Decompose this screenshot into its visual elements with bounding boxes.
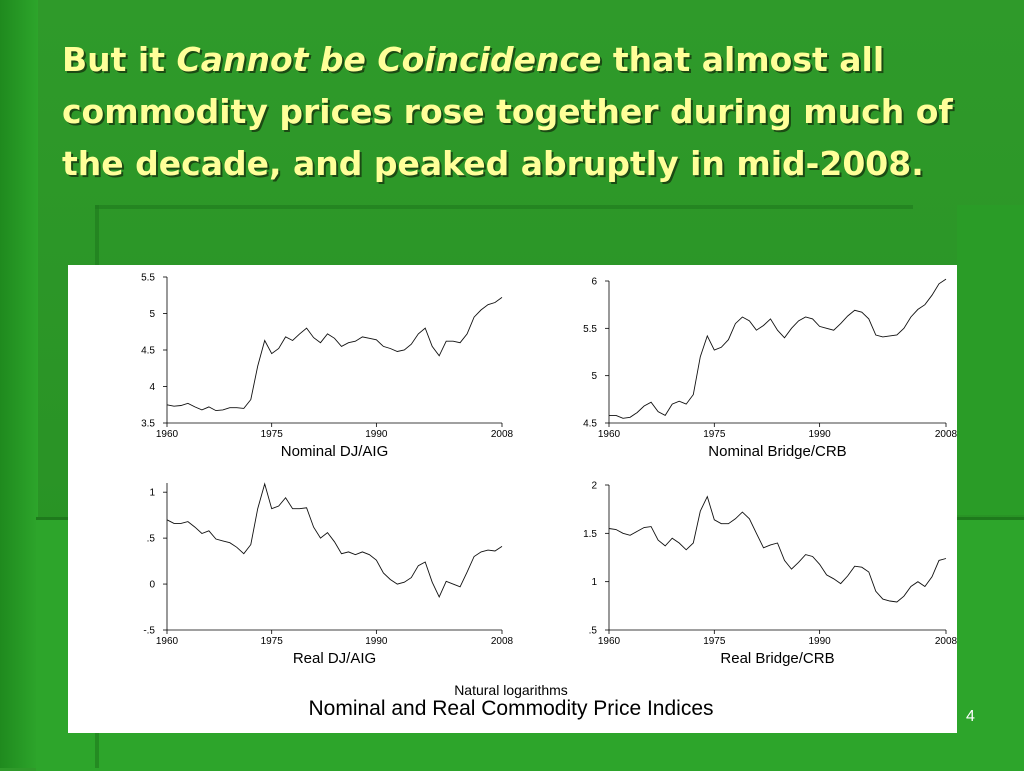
decor-horizontal-line bbox=[95, 205, 913, 209]
y-tick-label: 3.5 bbox=[141, 419, 155, 430]
title-emphasis: Cannot be Coincidence bbox=[176, 40, 602, 79]
y-tick-label: 5.5 bbox=[141, 273, 155, 284]
x-tick-label: 1960 bbox=[156, 636, 179, 647]
x-tick-label: 1975 bbox=[261, 429, 284, 440]
chart-3: -.5 0 .5 1 1960 1975 1990 2008 Real DJ/AIG bbox=[143, 482, 514, 667]
y-tick-label: 5.5 bbox=[583, 324, 597, 335]
chart-title: Nominal Bridge/CRB bbox=[708, 443, 846, 460]
title-part-1: But it bbox=[62, 40, 177, 79]
slide-title: But it Cannot be Coincidence that almost… bbox=[62, 34, 1002, 190]
y-tick-label: 0 bbox=[149, 580, 155, 591]
x-tick-label: 1990 bbox=[365, 636, 388, 647]
x-tick-label: 1975 bbox=[703, 636, 726, 647]
y-tick-label: 4.5 bbox=[141, 346, 155, 357]
y-tick-label: .5 bbox=[147, 534, 156, 545]
x-tick-label: 1960 bbox=[156, 429, 179, 440]
decor-right-block bbox=[957, 205, 1024, 515]
charts-figure: Natural logarithms Nominal and Real Comm… bbox=[141, 273, 957, 721]
y-tick-label: 1 bbox=[149, 488, 155, 499]
x-tick-label: 1990 bbox=[809, 636, 832, 647]
series-line bbox=[166, 482, 503, 598]
y-tick-label: 4 bbox=[149, 382, 155, 393]
chart-title: Nominal DJ/AIG bbox=[281, 443, 389, 460]
chart-title: Real DJ/AIG bbox=[293, 650, 376, 667]
figure-subtitle: Natural logarithms bbox=[454, 682, 568, 698]
series-line bbox=[609, 278, 947, 419]
x-tick-label: 2008 bbox=[935, 429, 957, 440]
chart-title: Real Bridge/CRB bbox=[720, 650, 834, 667]
y-tick-label: 1 bbox=[591, 577, 597, 588]
chart-4: .5 1 1.5 2 1960 1975 1990 2008 Real Bridge/CRB bbox=[583, 481, 957, 668]
y-tick-label: 2 bbox=[591, 481, 597, 492]
x-tick-label: 1975 bbox=[261, 636, 284, 647]
figure-title: Nominal and Real Commodity Price Indices bbox=[309, 697, 714, 720]
x-tick-label: 2008 bbox=[935, 636, 957, 647]
chart-2: 4.5 5 5.5 6 1960 1975 1990 2008 Nominal Bridge/C… bbox=[583, 277, 957, 461]
y-tick-label: 4.5 bbox=[583, 419, 597, 430]
decor-left-strip bbox=[0, 0, 38, 768]
x-tick-label: 2008 bbox=[491, 429, 514, 440]
x-tick-label: 2008 bbox=[491, 636, 514, 647]
y-tick-label: 5 bbox=[149, 309, 155, 320]
y-tick-label: -.5 bbox=[143, 626, 155, 637]
series-line bbox=[166, 297, 503, 412]
slide-number: 4 bbox=[966, 708, 975, 725]
x-tick-label: 1990 bbox=[809, 429, 832, 440]
y-tick-label: 5 bbox=[591, 371, 597, 382]
y-tick-label: 1.5 bbox=[583, 529, 597, 540]
x-tick-label: 1960 bbox=[598, 636, 621, 647]
y-tick-label: 6 bbox=[591, 277, 597, 288]
y-tick-label: .5 bbox=[589, 626, 598, 637]
x-tick-label: 1975 bbox=[703, 429, 726, 440]
x-tick-label: 1960 bbox=[598, 429, 621, 440]
x-tick-label: 1990 bbox=[365, 429, 388, 440]
title-part-2: that almost all commodity prices rose to… bbox=[62, 40, 953, 183]
series-line bbox=[608, 495, 947, 603]
chart-1: 3.5 4 4.5 5 5.5 1960 1975 1990 2008 Nominal DJ/AI… bbox=[141, 273, 513, 461]
figure-panel: Natural logarithms Nominal and Real Comm… bbox=[68, 265, 957, 733]
